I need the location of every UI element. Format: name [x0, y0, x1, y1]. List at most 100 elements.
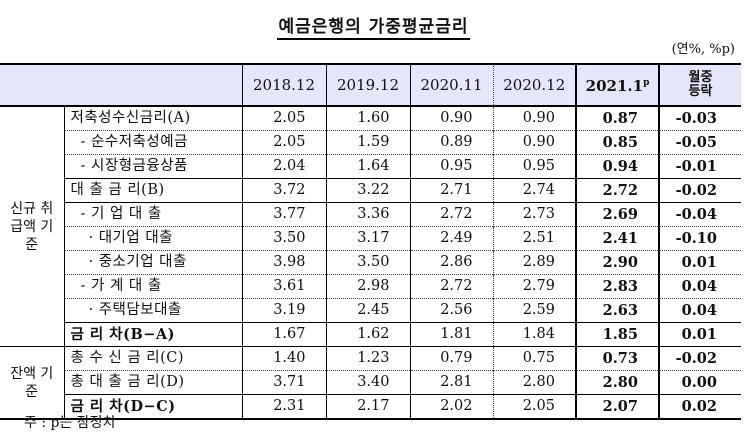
cell: 3.40: [326, 370, 411, 395]
col-2019-12: 2019.12: [325, 63, 410, 107]
cell: -0.02: [659, 346, 741, 371]
cell: 2.59: [493, 298, 577, 323]
cell: 2.72: [410, 274, 494, 299]
cell: 3.71: [242, 370, 327, 395]
table-row: 대 출 금 리(B) 3.72 3.22 2.71 2.74 2.72 -0.0…: [0, 178, 741, 203]
title-text: 예금은행의 가중평균금리: [276, 17, 471, 40]
cell: 0.95: [493, 154, 577, 179]
cell: 2.17: [326, 394, 411, 420]
cell: 0.95: [410, 154, 494, 179]
cell: 3.61: [242, 274, 327, 299]
table-row: 잔액 기준 총 수 신 금 리(C) 1.40 1.23 0.79 0.75 0…: [0, 346, 741, 420]
cell: 0.94: [576, 154, 660, 179]
cell: 2.07: [576, 394, 660, 420]
change-label-2: 등락: [688, 84, 713, 99]
cell: 3.17: [326, 226, 411, 251]
cell: 2.73: [493, 202, 577, 227]
table-row: - 기 업 대 출 3.77 3.36 2.72 2.73 2.69 -0.04: [0, 202, 741, 227]
table-row: 신규 취급액 기준 저축성수신금리(A) 2.05 1.60 0.90 0.90…: [0, 105, 741, 347]
cell: 0.04: [659, 298, 741, 323]
cell: 1.60: [326, 105, 411, 131]
table-title: 예금은행의 가중평균금리: [0, 12, 747, 40]
change-label-1: 월중: [688, 70, 713, 85]
row-label: 대 출 금 리(B): [64, 178, 243, 203]
table-row: · 중소기업 대출 3.98 3.50 2.86 2.89 2.90 0.01: [0, 250, 741, 275]
cell: -0.04: [659, 202, 741, 227]
cell: 3.77: [242, 202, 327, 227]
group-new-issuance: 신규 취급액 기준: [0, 105, 65, 347]
table-row: 금 리 차(B−A) 1.67 1.62 1.81 1.84 1.85 0.01: [0, 322, 741, 347]
row-label: · 주택담보대출: [64, 298, 243, 323]
cell: 3.50: [242, 226, 327, 251]
cell: 1.59: [326, 130, 411, 155]
col-2021-1-label: 2021.1: [585, 77, 644, 95]
header-row: 2018.12 2019.12 2020.11 2020.12 2021.1p …: [0, 63, 741, 107]
cell: 1.67: [242, 322, 327, 347]
cell: 2.90: [576, 250, 660, 275]
footnote: 주 : p는 잠정치: [24, 415, 116, 431]
header-corner: [0, 63, 243, 107]
cell: 3.50: [326, 250, 411, 275]
cell: 3.22: [326, 178, 411, 203]
cell: -0.01: [659, 154, 741, 179]
cell: 1.64: [326, 154, 411, 179]
interest-rate-table: 2018.12 2019.12 2020.11 2020.12 2021.1p …: [0, 63, 741, 420]
preliminary-mark: p: [643, 78, 650, 88]
cell: 2.74: [493, 178, 577, 203]
cell: 2.05: [493, 394, 577, 420]
cell: 0.01: [659, 322, 741, 347]
unit-label: (연%, %p): [671, 42, 735, 57]
cell: 0.79: [410, 346, 494, 371]
cell: 2.04: [242, 154, 327, 179]
cell: 2.72: [576, 178, 660, 203]
cell: 2.56: [410, 298, 494, 323]
cell: 0.04: [659, 274, 741, 299]
cell: -0.05: [659, 130, 741, 155]
cell: 2.72: [410, 202, 494, 227]
row-label: 금 리 차(B−A): [64, 322, 243, 347]
cell: 2.02: [410, 394, 494, 420]
cell: 0.90: [493, 105, 577, 131]
table-row: - 가 계 대 출 3.61 2.98 2.72 2.79 2.83 0.04: [0, 274, 741, 299]
cell: -0.02: [659, 178, 741, 203]
row-label: - 가 계 대 출: [64, 274, 243, 299]
cell: 0.85: [576, 130, 660, 155]
row-label: · 대기업 대출: [64, 226, 243, 251]
cell: 2.89: [493, 250, 577, 275]
cell: 2.71: [410, 178, 494, 203]
cell: 2.69: [576, 202, 660, 227]
cell: 0.00: [659, 370, 741, 395]
cell: 2.79: [493, 274, 577, 299]
cell: 1.62: [326, 322, 411, 347]
row-label: 저축성수신금리(A): [64, 105, 243, 131]
table-row: · 주택담보대출 3.19 2.45 2.56 2.59 2.63 0.04: [0, 298, 741, 323]
cell: 0.90: [493, 130, 577, 155]
col-monthly-change: 월중 등락: [659, 63, 741, 107]
col-2021-1: 2021.1p: [575, 63, 660, 107]
cell: 2.81: [410, 370, 494, 395]
table-row: 금 리 차(D−C) 2.31 2.17 2.02 2.05 2.07 0.02: [0, 394, 741, 420]
row-label: 총 대 출 금 리(D): [64, 370, 243, 395]
cell: 0.01: [659, 250, 741, 275]
cell: 0.73: [576, 346, 660, 371]
cell: -0.03: [659, 105, 741, 131]
cell: 2.05: [242, 105, 327, 131]
cell: 2.41: [576, 226, 660, 251]
table-row: - 시장형금융상품 2.04 1.64 0.95 0.95 0.94 -0.01: [0, 154, 741, 179]
col-2018-12: 2018.12: [241, 63, 326, 107]
col-2020-11: 2020.11: [409, 63, 493, 107]
table-row: 총 대 출 금 리(D) 3.71 3.40 2.81 2.80 2.80 0.…: [0, 370, 741, 395]
row-label: - 순수저축성예금: [64, 130, 243, 155]
cell: -0.10: [659, 226, 741, 251]
row-label: - 시장형금융상품: [64, 154, 243, 179]
cell: 2.83: [576, 274, 660, 299]
cell: 2.80: [576, 370, 660, 395]
cell: 2.49: [410, 226, 494, 251]
row-label: 금 리 차(D−C): [64, 394, 243, 420]
cell: 3.72: [242, 178, 327, 203]
cell: 1.23: [326, 346, 411, 371]
row-label: · 중소기업 대출: [64, 250, 243, 275]
cell: 0.87: [576, 105, 660, 131]
cell: 3.98: [242, 250, 327, 275]
cell: 3.19: [242, 298, 327, 323]
